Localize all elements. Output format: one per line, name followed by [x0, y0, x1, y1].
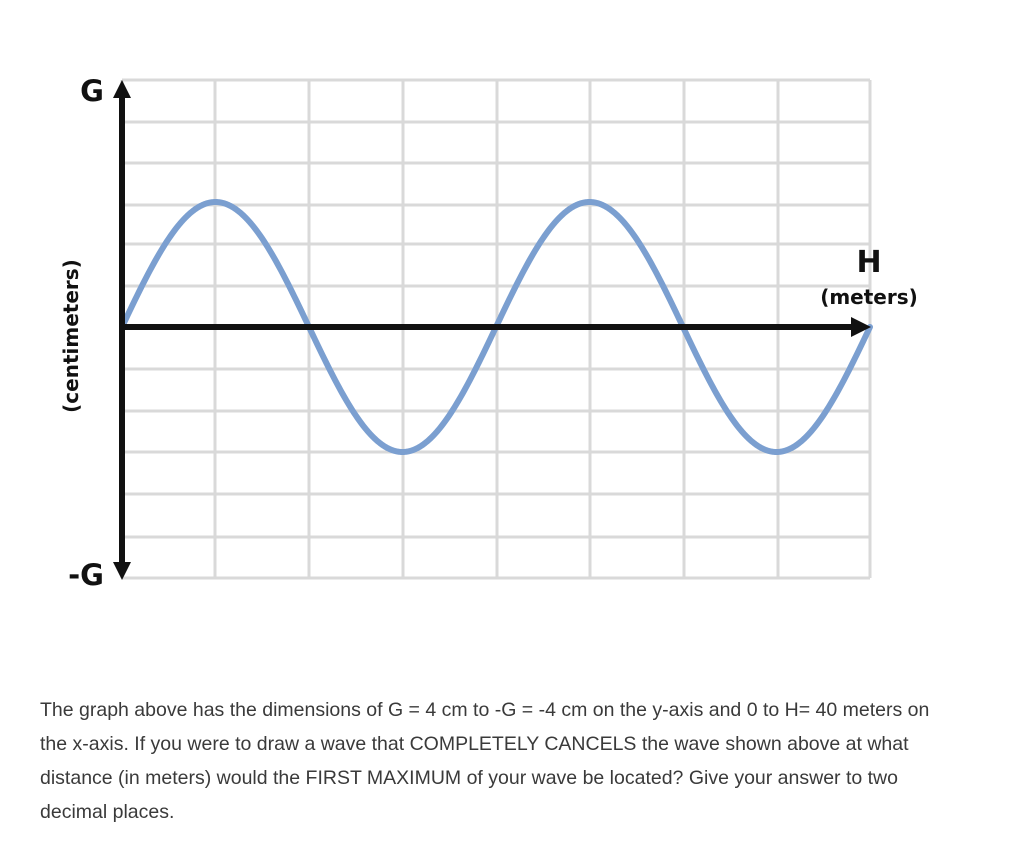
- chart-grid: [120, 78, 872, 580]
- y-axis-arrow-down: [113, 562, 131, 580]
- x-axis-arrow: [851, 317, 871, 337]
- x-axis-unit-label: (meters): [820, 285, 918, 309]
- y-axis-bottom-label: -G: [68, 558, 104, 592]
- y-axis-top-label: G: [80, 74, 104, 108]
- wave-chart: G -G (centimeters) H (meters): [59, 74, 918, 592]
- y-axis-unit-label: (centimeters): [59, 259, 83, 413]
- question-text: The graph above has the dimensions of G …: [40, 699, 930, 823]
- x-axis-label: H: [856, 245, 881, 280]
- y-axis-arrow-up: [113, 80, 131, 98]
- chart-axes: [113, 80, 871, 580]
